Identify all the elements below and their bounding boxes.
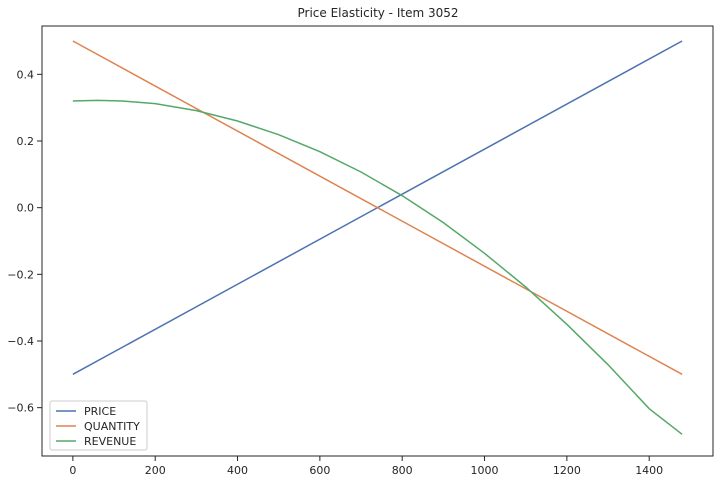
legend-label-quantity: QUANTITY bbox=[84, 420, 140, 433]
y-axis: −0.6 −0.4 −0.2 0.0 0.2 0.4 bbox=[7, 68, 42, 415]
x-tick-label: 400 bbox=[227, 464, 248, 477]
y-tick-label: 0.2 bbox=[17, 135, 35, 148]
x-axis: 0 200 400 600 800 1000 1200 1400 bbox=[69, 456, 663, 477]
series-group bbox=[72, 40, 683, 435]
y-tick-label: −0.6 bbox=[7, 402, 34, 415]
series-line-revenue bbox=[72, 99, 683, 435]
y-tick-label: −0.2 bbox=[7, 268, 34, 281]
y-tick-label: 0.4 bbox=[17, 68, 35, 81]
x-tick-label: 0 bbox=[69, 464, 76, 477]
chart-title: Price Elasticity - Item 3052 bbox=[297, 6, 458, 20]
legend: PRICE QUANTITY REVENUE bbox=[49, 400, 148, 451]
y-tick-label: −0.4 bbox=[7, 335, 34, 348]
x-tick-label: 200 bbox=[145, 464, 166, 477]
x-tick-label: 600 bbox=[309, 464, 330, 477]
legend-label-price: PRICE bbox=[84, 405, 116, 418]
x-tick-label: 800 bbox=[392, 464, 413, 477]
x-tick-label: 1200 bbox=[553, 464, 581, 477]
series-line-quantity bbox=[72, 40, 683, 375]
plot-area bbox=[41, 25, 714, 457]
x-tick-label: 1000 bbox=[471, 464, 499, 477]
legend-label-revenue: REVENUE bbox=[84, 435, 136, 448]
legend-box bbox=[49, 400, 148, 451]
x-tick-label: 1400 bbox=[635, 464, 663, 477]
y-tick-label: 0.0 bbox=[17, 202, 35, 215]
